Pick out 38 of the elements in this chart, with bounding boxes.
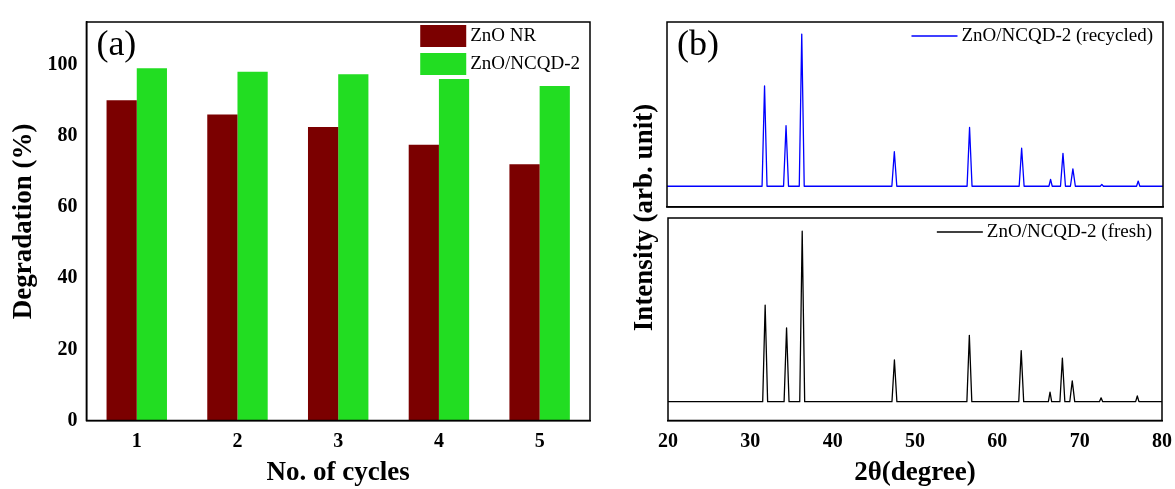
x-tick-label: 70 [1069, 428, 1090, 451]
x-tick-label: 50 [905, 428, 925, 451]
bar [136, 68, 167, 421]
x-tick-label: 40 [822, 428, 843, 451]
y-tick-label: 60 [57, 194, 78, 217]
annotation: (b) [677, 23, 719, 64]
bar [207, 114, 238, 421]
y-tick-label: 100 [47, 51, 78, 74]
bar [539, 86, 570, 421]
y-tick-label: 80 [57, 123, 78, 146]
legend-label: ZnO/NCQD-2 [470, 51, 581, 73]
bar [438, 78, 470, 421]
x-tick-label: 5 [534, 428, 545, 451]
x-tick-label: 60 [987, 428, 1008, 451]
x-tick-label: 2 [232, 428, 243, 451]
x-tick-label: 80 [1152, 428, 1172, 451]
bar [338, 74, 369, 421]
x-axis-title: 2θ(degree) [854, 455, 976, 486]
bar [237, 71, 268, 421]
x-tick-label: 4 [433, 428, 444, 451]
x-tick-label: 20 [658, 428, 678, 451]
y-tick-label: 20 [57, 336, 78, 359]
legend-label: ZnO NR [470, 23, 537, 45]
bar [509, 164, 540, 421]
legend-label: ZnO/NCQD-2 (recycled) [961, 23, 1153, 46]
bar [106, 100, 137, 421]
y-axis-title: Intensity (arb. unit) [628, 103, 660, 331]
annotation: (a) [96, 23, 137, 64]
y-tick-label: 40 [57, 265, 78, 288]
bar [307, 126, 339, 421]
x-tick-label: 30 [740, 428, 761, 451]
y-tick-label: 0 [67, 407, 78, 430]
legend-label: ZnO/NCQD-2 (fresh) [986, 219, 1152, 242]
x-tick-label: 3 [333, 428, 344, 451]
y-axis-title: Degradation (%) [7, 123, 38, 320]
bar [408, 144, 439, 421]
x-tick-label: 1 [131, 428, 142, 451]
x-axis-title: No. of cycles [266, 455, 410, 486]
